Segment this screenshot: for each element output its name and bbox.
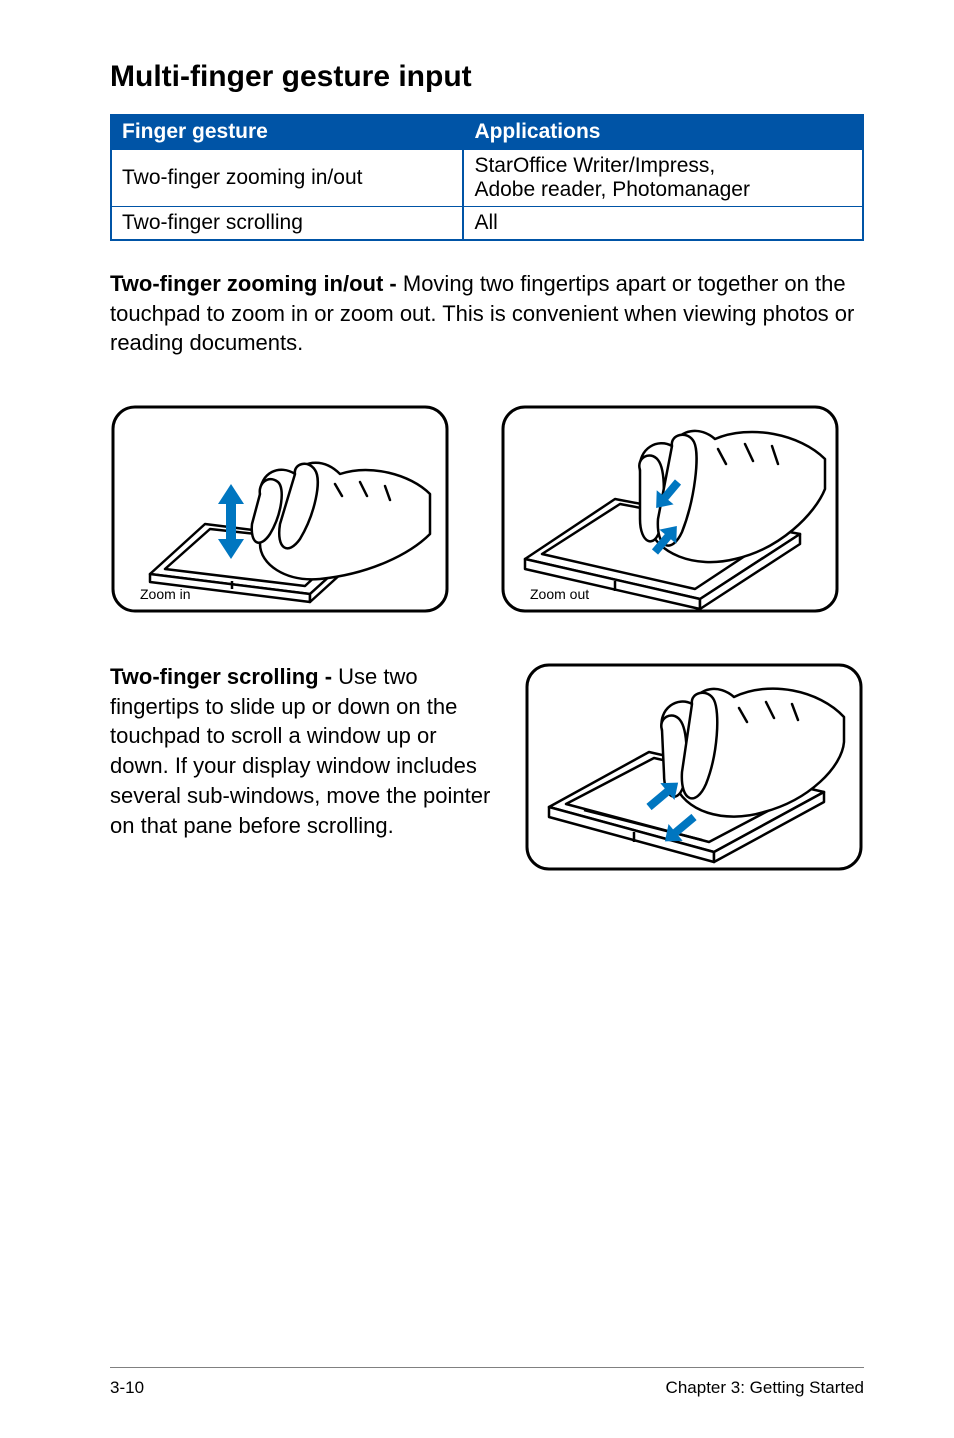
page-footer: 3-10 Chapter 3: Getting Started (110, 1367, 864, 1398)
cell-apps: StarOffice Writer/Impress, Adobe reader,… (463, 149, 863, 207)
scroll-desc-text: Use two fingertips to slide up or down o… (110, 664, 490, 837)
scroll-figure (524, 662, 864, 872)
scroll-section: Two-finger scrolling - Use two fingertip… (110, 662, 864, 872)
table-row: Two-finger scrolling All (111, 207, 863, 241)
table-header-row: Finger gesture Applications (111, 115, 863, 149)
page: Multi-finger gesture input Finger gestur… (0, 0, 954, 1438)
zoom-in-figure: Zoom in (110, 404, 450, 614)
chapter-label: Chapter 3: Getting Started (666, 1378, 864, 1398)
cell-gesture: Two-finger zooming in/out (111, 149, 463, 207)
zoom-out-caption: Zoom out (530, 586, 589, 602)
page-title: Multi-finger gesture input (110, 60, 864, 94)
cell-gesture: Two-finger scrolling (111, 207, 463, 241)
zoom-description: Two-finger zooming in/out - Moving two f… (110, 269, 864, 358)
col-header-apps: Applications (463, 115, 863, 149)
page-number: 3-10 (110, 1378, 144, 1398)
zoom-out-figure: Zoom out (500, 404, 840, 614)
table-row: Two-finger zooming in/out StarOffice Wri… (111, 149, 863, 207)
scroll-desc-bold: Two-finger scrolling - (110, 664, 338, 689)
scroll-description: Two-finger scrolling - Use two fingertip… (110, 662, 494, 840)
col-header-gesture: Finger gesture (111, 115, 463, 149)
cell-apps: All (463, 207, 863, 241)
zoom-desc-bold: Two-finger zooming in/out - (110, 271, 403, 296)
figure-row: Zoom in (110, 404, 864, 614)
gesture-table: Finger gesture Applications Two-finger z… (110, 114, 864, 241)
zoom-in-caption: Zoom in (140, 586, 191, 602)
